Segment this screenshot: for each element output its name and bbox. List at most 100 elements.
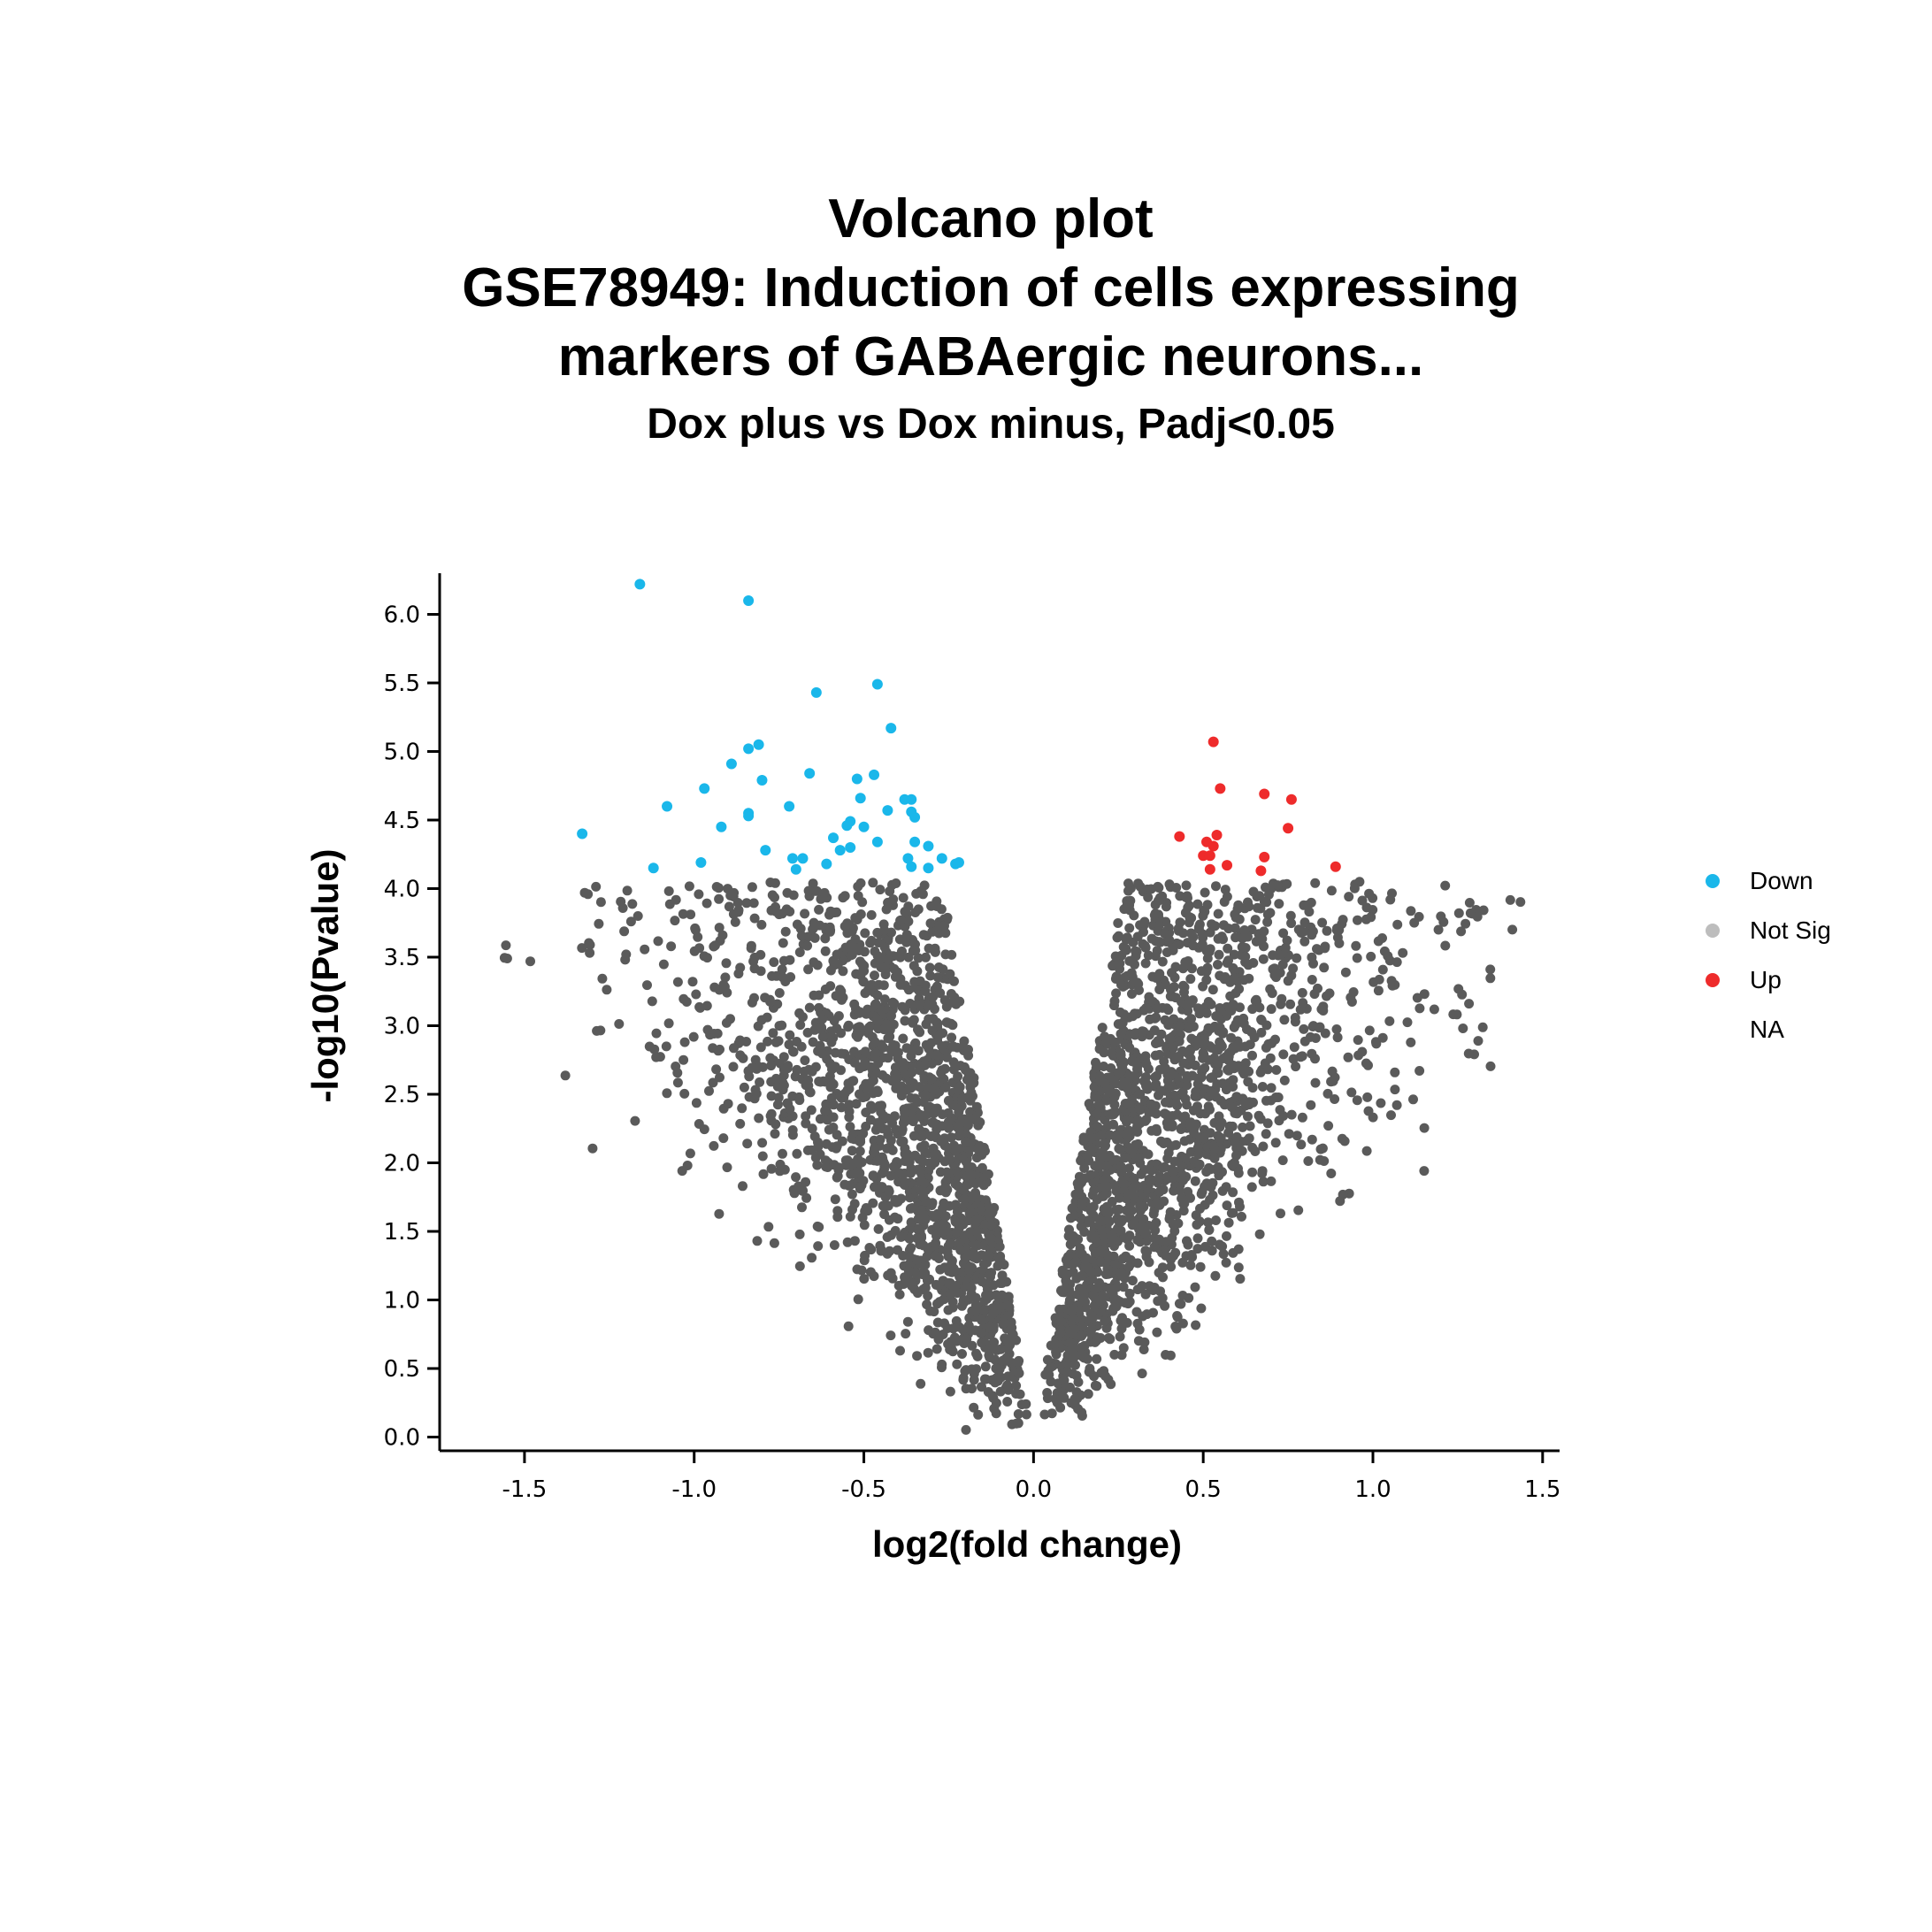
point-not-sig <box>807 1066 817 1077</box>
point-not-sig <box>964 1261 975 1272</box>
point-not-sig <box>1377 933 1387 943</box>
point-not-sig <box>900 907 910 917</box>
point-not-sig <box>1217 1241 1228 1252</box>
point-not-sig <box>587 1143 598 1154</box>
point-not-sig <box>1134 1324 1145 1335</box>
point-not-sig <box>1419 1166 1430 1177</box>
point-not-sig <box>1262 916 1273 927</box>
point-not-sig <box>890 1212 901 1223</box>
point-not-sig <box>1206 999 1216 1009</box>
point-not-sig <box>1196 966 1207 977</box>
point-not-sig <box>870 947 880 956</box>
point-down <box>784 801 795 812</box>
point-not-sig <box>827 1064 837 1075</box>
point-not-sig <box>1140 942 1151 953</box>
point-not-sig <box>855 909 866 919</box>
point-not-sig <box>585 939 595 950</box>
point-not-sig <box>730 916 740 927</box>
point-not-sig <box>1087 1144 1098 1154</box>
point-not-sig <box>1152 1327 1162 1338</box>
point-not-sig <box>1191 1086 1201 1097</box>
point-not-sig <box>836 986 847 997</box>
point-not-sig <box>913 904 924 915</box>
point-not-sig <box>879 942 890 953</box>
point-not-sig <box>1193 1035 1203 1046</box>
point-not-sig <box>860 928 870 939</box>
point-not-sig <box>995 1344 1006 1354</box>
point-not-sig <box>924 1014 934 1024</box>
point-not-sig <box>717 930 728 940</box>
point-not-sig <box>1097 1225 1108 1236</box>
point-down <box>797 853 809 864</box>
point-not-sig <box>812 960 823 970</box>
point-not-sig <box>849 1046 859 1057</box>
point-not-sig <box>1126 968 1137 978</box>
point-not-sig <box>661 1041 671 1052</box>
point-not-sig <box>820 1106 831 1116</box>
point-not-sig <box>1189 1156 1200 1167</box>
point-not-sig <box>682 1161 693 1170</box>
point-not-sig <box>1317 1143 1328 1154</box>
point-not-sig <box>1326 1169 1337 1178</box>
point-not-sig <box>803 964 814 975</box>
point-not-sig <box>672 1077 683 1088</box>
point-not-sig <box>1265 1053 1276 1063</box>
point-not-sig <box>775 1159 786 1169</box>
point-not-sig <box>1168 1167 1178 1177</box>
point-not-sig <box>936 1136 947 1146</box>
point-not-sig <box>840 1179 850 1190</box>
point-not-sig <box>955 1245 966 1255</box>
point-up <box>1174 831 1185 842</box>
point-not-sig <box>918 1240 929 1251</box>
point-not-sig <box>792 1148 802 1159</box>
point-not-sig <box>1040 1369 1051 1380</box>
point-not-sig <box>857 1212 868 1223</box>
point-not-sig <box>679 1037 690 1047</box>
point-not-sig <box>908 1131 919 1141</box>
point-not-sig <box>1334 938 1345 948</box>
point-not-sig <box>820 946 831 956</box>
point-not-sig <box>838 966 848 977</box>
point-not-sig <box>1213 1162 1223 1172</box>
point-not-sig <box>895 1085 906 1096</box>
point-not-sig <box>686 909 696 920</box>
point-not-sig <box>720 972 731 983</box>
point-not-sig <box>1143 892 1154 902</box>
point-not-sig <box>876 962 886 972</box>
point-not-sig <box>855 1022 865 1032</box>
point-not-sig <box>1178 1175 1188 1185</box>
point-not-sig <box>1183 956 1193 966</box>
point-not-sig <box>1392 1100 1402 1110</box>
point-not-sig <box>932 1103 942 1114</box>
point-not-sig <box>824 909 834 920</box>
point-not-sig <box>1114 1204 1124 1215</box>
y-tick-label: 1.0 <box>384 1288 420 1315</box>
point-not-sig <box>1164 879 1175 890</box>
point-not-sig <box>1245 1121 1255 1131</box>
point-not-sig <box>895 915 906 925</box>
point-not-sig <box>1286 1109 1297 1120</box>
point-not-sig <box>849 1057 860 1068</box>
point-not-sig <box>900 1016 910 1026</box>
point-not-sig <box>1129 910 1139 921</box>
point-down <box>869 769 880 780</box>
point-not-sig <box>1077 1321 1088 1331</box>
point-not-sig <box>826 1092 837 1103</box>
point-not-sig <box>1064 1295 1075 1306</box>
point-not-sig <box>1223 1217 1234 1228</box>
point-not-sig <box>1079 1163 1090 1173</box>
point-not-sig <box>943 1277 954 1288</box>
point-not-sig <box>912 1096 923 1107</box>
point-not-sig <box>1151 1123 1162 1134</box>
point-not-sig <box>1141 1236 1152 1246</box>
point-not-sig <box>857 959 867 970</box>
point-not-sig <box>1235 1274 1246 1284</box>
point-not-sig <box>815 1149 825 1160</box>
point-not-sig <box>1186 1014 1197 1024</box>
point-not-sig <box>849 1158 860 1169</box>
point-not-sig <box>792 1037 802 1046</box>
point-not-sig <box>1196 1189 1207 1200</box>
point-not-sig <box>824 1124 834 1135</box>
point-not-sig <box>1150 1050 1161 1061</box>
point-not-sig <box>945 1289 955 1300</box>
